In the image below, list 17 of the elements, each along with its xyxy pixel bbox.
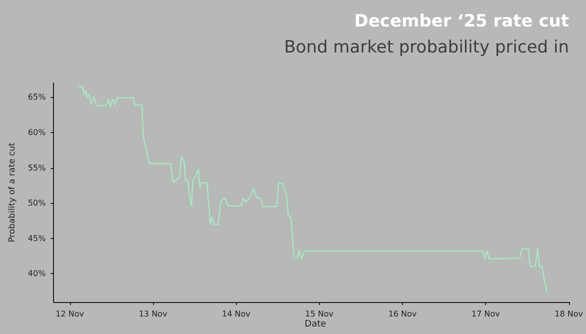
x-tick-label: 15 Nov <box>305 310 334 318</box>
x-axis-title: Date <box>304 320 327 330</box>
chart-subtitle: Bond market probability priced in <box>284 38 569 58</box>
x-tick-label: 14 Nov <box>222 310 251 318</box>
y-axis-title: Probability of a rate cut <box>8 142 18 242</box>
y-tick-label: 50% <box>28 198 46 208</box>
chart-title: December ‘25 rate cut <box>354 12 569 32</box>
y-tick-label: 45% <box>28 234 46 243</box>
x-tick-label: 16 Nov <box>388 310 417 318</box>
x-tick-label: 18 Nov <box>554 310 584 318</box>
x-tick-label: 13 Nov <box>138 310 168 318</box>
y-tick-label: 60% <box>28 128 46 137</box>
y-tick-label: 55% <box>28 163 46 172</box>
y-tick-label: 65% <box>28 92 46 102</box>
x-tick-label: 12 Nov <box>56 310 84 318</box>
x-tick-label: 17 Nov <box>471 310 500 318</box>
y-tick-label: 40% <box>28 269 46 278</box>
